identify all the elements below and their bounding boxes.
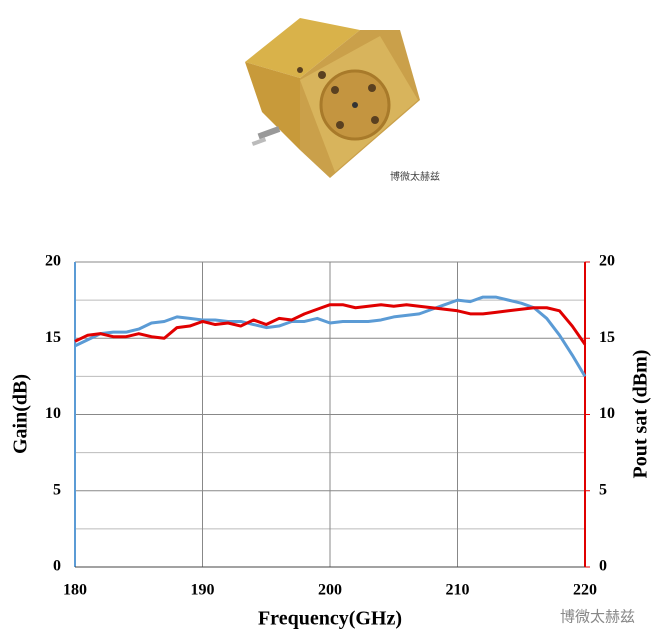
- watermark: 博微太赫兹: [390, 170, 440, 183]
- y-tick-label: 0: [53, 558, 61, 575]
- product-photo: [245, 18, 420, 178]
- x-tick-label: 200: [318, 582, 342, 599]
- y-tick-label: 10: [45, 405, 61, 422]
- x-tick-label: 180: [63, 582, 87, 599]
- x-axis-label: Frequency(GHz): [258, 608, 402, 630]
- y2-tick-label: 10: [599, 405, 615, 422]
- series-line: [74, 303, 587, 346]
- watermark: 博微太赫兹: [560, 608, 635, 626]
- y2-tick-label: 20: [599, 253, 615, 270]
- y2-tick-label: 0: [599, 558, 607, 575]
- y-axis-label: Gain(dB): [10, 374, 32, 454]
- y-tick-label: 5: [53, 481, 61, 498]
- x-tick-label: 210: [446, 582, 470, 599]
- y2-tick-label: 15: [599, 329, 615, 346]
- y-tick-label: 15: [45, 329, 61, 346]
- x-tick-label: 190: [191, 582, 215, 599]
- y-tick-label: 20: [45, 253, 61, 270]
- series-line: [74, 295, 587, 378]
- x-tick-label: 220: [573, 582, 597, 599]
- y2-tick-label: 5: [599, 481, 607, 498]
- y2-axis-label: Pout sat (dBm): [630, 350, 652, 479]
